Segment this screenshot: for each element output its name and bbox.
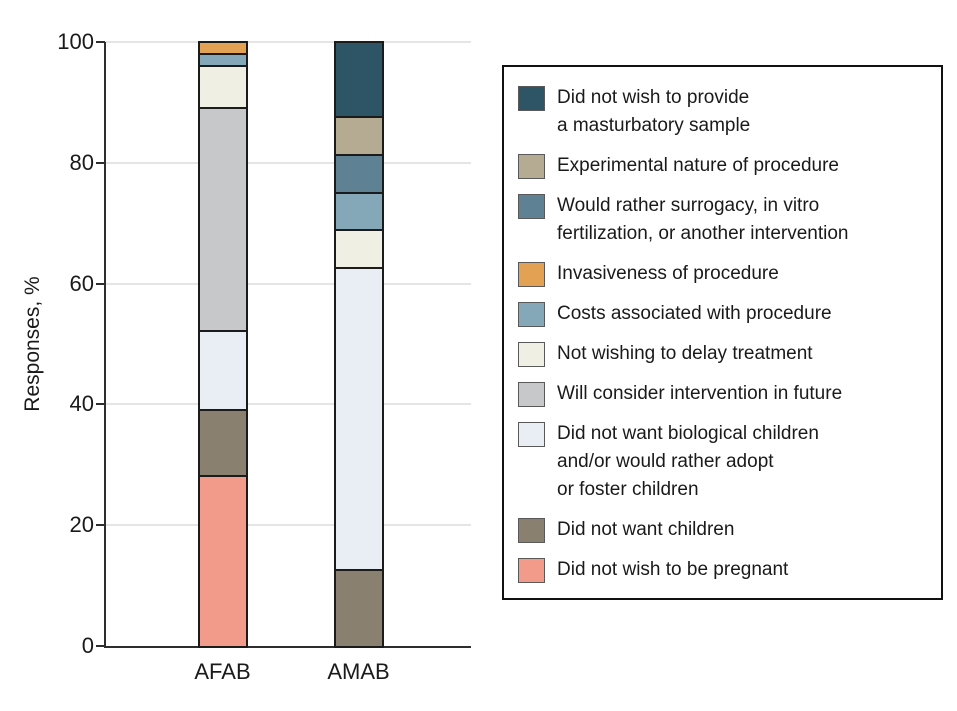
legend-swatch — [518, 342, 545, 367]
bar-segment — [199, 67, 246, 110]
legend-label: Did not wish to provide a masturbatory sa… — [557, 84, 750, 140]
y-tick-label-40: 40 — [69, 391, 94, 417]
bar-amab — [333, 41, 384, 648]
legend-item: Would rather surrogacy, in vitro fertiliz… — [518, 192, 933, 248]
y-tick-label-100: 100 — [57, 29, 94, 54]
legend-label-line: or foster children — [557, 479, 699, 500]
legend-label-line: Will consider intervention in future — [557, 383, 843, 404]
legend-swatch — [518, 422, 545, 447]
x-category-label-afab: AFAB — [194, 659, 251, 684]
legend-swatch — [518, 382, 545, 407]
legend-label: Did not want biological children and/or w… — [557, 420, 819, 504]
y-tick-40 — [96, 403, 105, 406]
legend-label: Did not want children — [557, 516, 734, 544]
legend-label: Invasiveness of procedure — [557, 260, 779, 288]
legend-label-line: Not wishing to delay treatment — [557, 343, 813, 364]
legend-label-line: Did not wish to provide — [557, 87, 750, 108]
bar-segment — [335, 156, 382, 194]
bar-segment — [199, 477, 246, 646]
bar-segment — [335, 570, 382, 646]
y-tick-label-80: 80 — [69, 149, 94, 175]
legend-label-line: Did not wish to be pregnant — [557, 559, 789, 580]
legend-label-line: Did not want children — [557, 519, 735, 540]
gridline-100 — [105, 41, 471, 43]
legend-swatch — [518, 302, 545, 327]
legend-item: Did not wish to be pregnant — [518, 556, 933, 584]
bar-segment — [199, 43, 246, 56]
y-tick-80 — [96, 161, 105, 164]
bar-segment — [335, 118, 382, 157]
x-axis-line — [104, 646, 471, 648]
bar-segment — [199, 55, 246, 68]
gridline-60 — [105, 282, 471, 285]
legend-item: Not wishing to delay treatment — [518, 340, 933, 368]
legend-label-line: and/or would rather adopt — [557, 451, 774, 472]
bar-segment — [199, 109, 246, 333]
legend-label-line: fertilization, or another intervention — [557, 223, 849, 244]
legend-label: Experimental nature of procedure — [557, 152, 839, 180]
legend-swatch — [518, 558, 545, 583]
legend-item: Did not want biological children and/or w… — [518, 420, 933, 504]
legend-item: Will consider intervention in future — [518, 380, 933, 408]
legend-item: Did not wish to provide a masturbatory sa… — [518, 84, 933, 140]
y-tick-20 — [96, 524, 105, 527]
bar-segment — [335, 193, 382, 232]
legend-label-line: Did not want biological children — [557, 423, 819, 444]
y-tick-label-20: 20 — [69, 512, 94, 538]
bar-segment — [335, 269, 382, 571]
bar-afab — [197, 41, 248, 648]
legend-label: Will consider intervention in future — [557, 380, 842, 408]
legend-label-line: Invasiveness of procedure — [557, 263, 779, 284]
y-tick-60 — [96, 282, 105, 285]
y-tick-label-60: 60 — [69, 270, 94, 296]
legend-swatch — [518, 262, 545, 287]
legend-label-line: Experimental nature of procedure — [557, 155, 839, 176]
bar-segment — [199, 332, 246, 411]
y-tick-100 — [96, 41, 105, 43]
y-tick-label-0: 0 — [81, 633, 94, 658]
legend-label: Did not wish to be pregnant — [557, 556, 788, 584]
bar-segment — [335, 231, 382, 270]
legend-label: Would rather surrogacy, in vitro fertiliz… — [557, 192, 849, 248]
gridline-40 — [105, 403, 471, 406]
y-tick-0 — [96, 645, 105, 647]
gridline-20 — [105, 524, 471, 527]
bar-segment — [335, 43, 382, 119]
legend-label: Costs associated with procedure — [557, 300, 832, 328]
legend-swatch — [518, 154, 545, 179]
legend: Did not wish to provide a masturbatory sa… — [502, 65, 943, 600]
legend-item: Costs associated with procedure — [518, 300, 933, 328]
legend-label-line: Would rather surrogacy, in vitro — [557, 195, 820, 216]
legend-label-line: a masturbatory sample — [557, 115, 751, 136]
bar-segment — [199, 410, 246, 478]
y-axis-line — [104, 42, 106, 648]
legend-item: Did not want children — [518, 516, 933, 544]
legend-swatch — [518, 86, 545, 111]
legend-item: Experimental nature of procedure — [518, 152, 933, 180]
legend-swatch — [518, 518, 545, 543]
legend-label-line: Costs associated with procedure — [557, 303, 832, 324]
x-category-label-amab: AMAB — [327, 659, 390, 684]
legend-label: Not wishing to delay treatment — [557, 340, 813, 368]
gridline-80 — [105, 161, 471, 164]
legend-swatch — [518, 194, 545, 219]
legend-item: Invasiveness of procedure — [518, 260, 933, 288]
